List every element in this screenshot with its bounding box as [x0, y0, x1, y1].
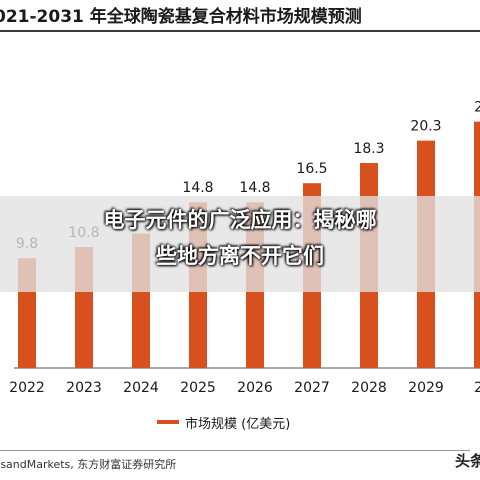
x-tick-20: 20: [474, 380, 480, 396]
x-tick-2025: 2025: [180, 380, 216, 396]
value-label-20: 22: [474, 100, 480, 116]
x-tick-2027: 2027: [294, 380, 330, 396]
value-label-2028: 18.3: [353, 141, 384, 157]
chart-title: 021-2031 年全球陶瓷基复合材料市场规模预测: [0, 7, 362, 27]
watermark: 头条: [455, 452, 480, 470]
headline-line-2: 些地方离不开它们: [156, 244, 324, 268]
x-tick-2024: 2024: [123, 380, 159, 396]
legend: 市场规模 (亿美元): [157, 412, 290, 432]
source-note: tsandMarkets, 东方财富证券研究所: [0, 458, 177, 471]
value-label-2027: 16.5: [296, 161, 327, 177]
x-tick-2028: 2028: [351, 380, 387, 396]
x-tick-2029: 2029: [408, 380, 444, 396]
headline-band: [0, 196, 480, 292]
title-divider: [0, 30, 480, 32]
value-label-2025: 14.8: [182, 180, 213, 196]
headline-overlay: 电子元件的广泛应用：揭秘哪 些地方离不开它们: [0, 202, 480, 274]
x-tick-2026: 2026: [237, 380, 273, 396]
headline-line-1: 电子元件的广泛应用：揭秘哪: [103, 208, 377, 232]
x-tick-2022: 2022: [9, 380, 45, 396]
value-label-2029: 20.3: [410, 119, 441, 135]
value-label-2026: 14.8: [239, 180, 270, 196]
legend-label: 市场规模 (亿美元): [185, 416, 291, 432]
x-tick-2023: 2023: [66, 380, 102, 396]
legend-swatch: [157, 420, 179, 424]
source-divider: [0, 450, 470, 451]
